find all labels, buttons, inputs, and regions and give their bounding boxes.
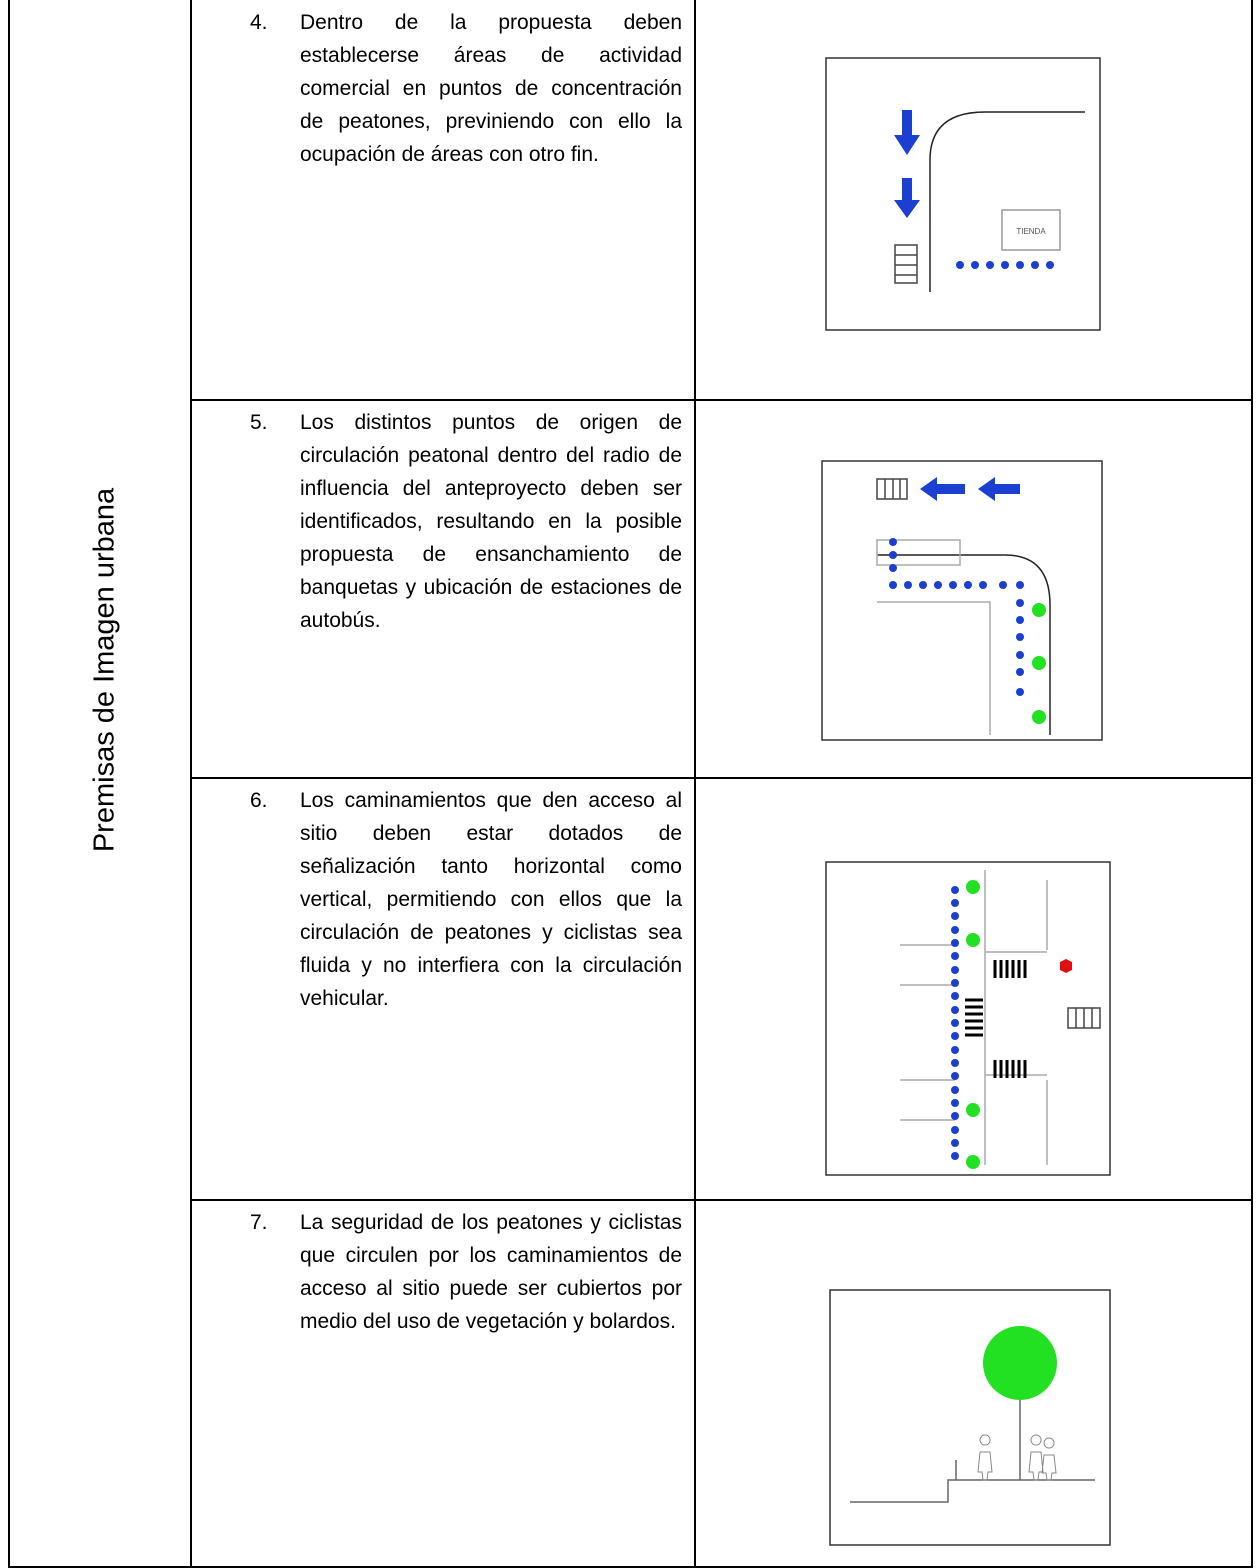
border xyxy=(190,399,1253,401)
border xyxy=(1251,0,1253,1568)
border xyxy=(694,0,696,1568)
border xyxy=(190,777,1253,779)
item-number: 7. xyxy=(250,1211,268,1234)
border xyxy=(8,0,10,1568)
border xyxy=(190,1199,1253,1201)
item-number: 5. xyxy=(250,411,268,434)
item-text: La seguridad de los peatones y ciclistas… xyxy=(300,1211,682,1333)
item-number: 4. xyxy=(250,11,268,34)
border xyxy=(190,0,192,1568)
item-text: Los distintos puntos de origen de circul… xyxy=(300,411,682,632)
item-text: Los caminamientos que den acceso al siti… xyxy=(300,789,682,1010)
border xyxy=(8,1566,1253,1568)
item-number: 6. xyxy=(250,789,268,812)
item-text: Dentro de la propuesta deben establecers… xyxy=(300,11,682,166)
figure-label: TIENDA xyxy=(1016,227,1046,236)
